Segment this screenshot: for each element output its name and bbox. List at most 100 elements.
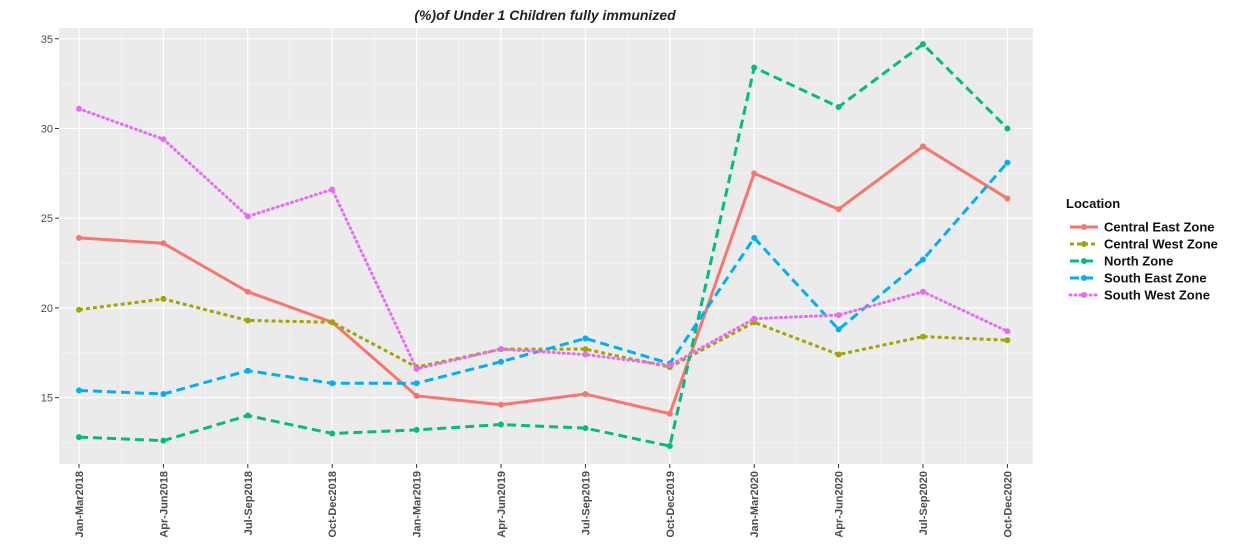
data-point <box>751 64 758 71</box>
data-point <box>1004 337 1011 344</box>
data-point <box>582 425 589 432</box>
data-point <box>244 213 251 220</box>
data-point <box>413 392 420 399</box>
data-point <box>76 105 82 112</box>
data-point <box>666 443 673 450</box>
legend-label: South West Zone <box>1104 288 1210 303</box>
data-point <box>76 234 82 241</box>
series-north-zone <box>76 41 1011 450</box>
data-point <box>244 412 251 419</box>
x-tick-label: Jul-Sep2020 <box>918 471 930 535</box>
data-point <box>582 346 589 353</box>
x-tick-label: Oct-Dec2019 <box>665 471 677 538</box>
data-point <box>1004 328 1011 335</box>
y-tick-label: 20 <box>41 303 53 315</box>
data-point <box>666 362 673 369</box>
data-point <box>244 288 251 295</box>
x-tick-label: Jul-Sep2019 <box>580 471 592 535</box>
data-point <box>920 143 926 150</box>
data-point <box>76 434 82 441</box>
data-point <box>582 351 589 358</box>
series-line <box>78 161 1009 396</box>
data-point <box>835 351 842 358</box>
y-tick-label: 30 <box>41 123 53 135</box>
legend-label: Central East Zone <box>1104 220 1215 235</box>
data-point <box>835 103 842 110</box>
series-south-east-zone <box>76 159 1011 398</box>
data-point <box>76 306 82 313</box>
legend-key-point <box>1081 258 1087 264</box>
data-point <box>413 365 420 372</box>
data-point <box>76 387 82 394</box>
legend-key-point <box>1081 224 1087 230</box>
data-point <box>920 333 926 340</box>
x-tick-label: Jan-Mar2019 <box>412 471 424 538</box>
data-point <box>1004 195 1011 202</box>
legend-item: South West Zone <box>1068 288 1210 303</box>
minor-grid <box>59 28 1033 464</box>
y-tick-label: 25 <box>41 213 53 225</box>
data-point <box>751 315 758 322</box>
data-point <box>920 256 926 263</box>
data-point <box>920 41 926 48</box>
series-line <box>78 42 1009 448</box>
x-tick-label: Apr-Jun2020 <box>834 471 846 538</box>
y-tick-label: 15 <box>41 393 53 405</box>
legend-label: South East Zone <box>1104 271 1207 286</box>
data-point <box>160 391 167 398</box>
data-point <box>920 288 926 295</box>
legend-label: North Zone <box>1104 254 1173 269</box>
data-point <box>498 346 504 353</box>
legend-item: Central East Zone <box>1070 220 1215 235</box>
series-south-west-zone <box>76 105 1011 372</box>
data-point <box>498 401 504 408</box>
data-point <box>329 380 336 387</box>
legend-item: North Zone <box>1070 254 1173 269</box>
series-line <box>78 297 1008 369</box>
legend-title: Location <box>1066 196 1120 211</box>
data-point <box>1004 159 1011 166</box>
plot-background <box>59 28 1033 464</box>
legend-key-point <box>1081 292 1087 298</box>
series-line <box>77 107 1009 371</box>
x-tick-label: Oct-Dec2020 <box>1002 471 1014 538</box>
data-point <box>1004 125 1011 132</box>
legend-item: Central West Zone <box>1070 237 1218 252</box>
data-point <box>835 206 842 213</box>
data-point <box>329 186 336 193</box>
chart-title: (%)of Under 1 Children fully immunized <box>414 7 676 23</box>
x-tick-label: Oct-Dec2018 <box>327 471 339 538</box>
legend-key-point <box>1081 275 1087 281</box>
data-point <box>498 358 504 365</box>
data-point <box>160 437 167 444</box>
data-point <box>160 295 167 302</box>
data-point <box>160 240 167 247</box>
x-tick-label: Apr-Jun2019 <box>496 471 508 538</box>
data-point <box>582 335 589 342</box>
data-point <box>835 326 842 333</box>
data-point <box>413 426 420 433</box>
y-tick-label: 35 <box>41 34 53 46</box>
x-tick-label: Jul-Sep2018 <box>243 471 255 535</box>
data-point <box>498 421 504 428</box>
data-point <box>244 367 251 374</box>
series-lines <box>76 41 1011 450</box>
data-point <box>160 136 167 143</box>
data-point <box>582 391 589 398</box>
data-point <box>329 319 336 326</box>
x-tick-label: Jan-Mar2020 <box>749 471 761 538</box>
data-point <box>329 430 336 437</box>
major-grid <box>59 28 1033 464</box>
legend-label: Central West Zone <box>1104 237 1218 252</box>
y-axis: 15 20 25 30 35 <box>41 34 59 405</box>
data-point <box>751 170 758 177</box>
data-point <box>666 410 673 417</box>
series-line <box>78 144 1009 416</box>
data-point <box>835 312 842 319</box>
legend-key-point <box>1081 241 1087 247</box>
data-point <box>751 234 758 241</box>
data-point <box>244 317 251 324</box>
legend: Location Central East Zone Central West Z… <box>1066 196 1218 303</box>
x-tick-label: Apr-Jun2018 <box>158 471 170 538</box>
